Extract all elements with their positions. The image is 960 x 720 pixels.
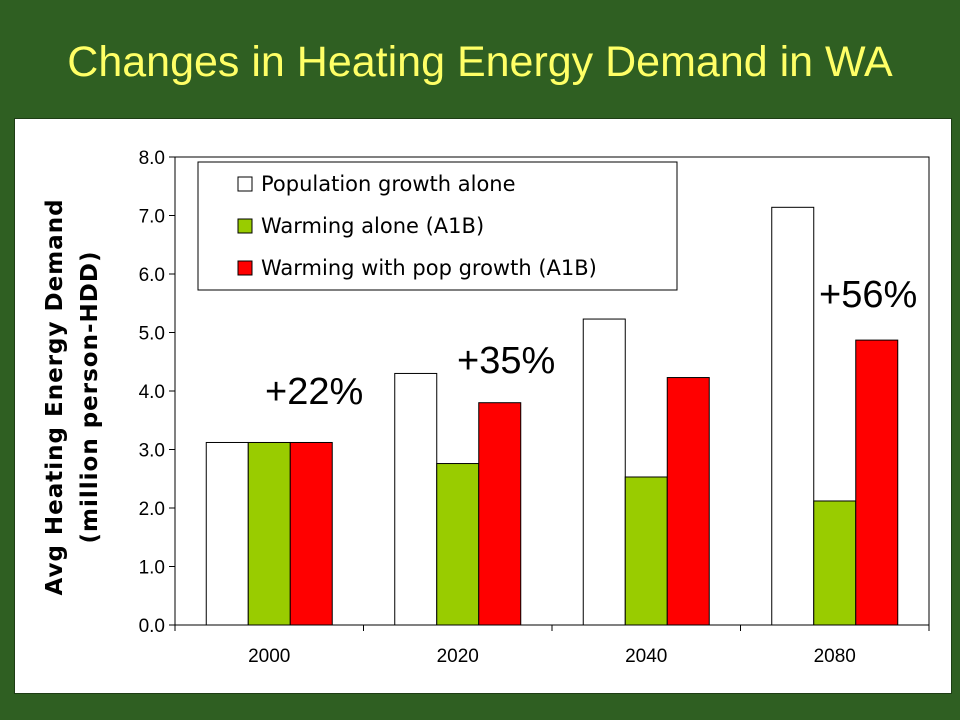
bar-2000-series-3 <box>289 441 333 626</box>
x-tick-label-2040: 2040 <box>625 646 667 667</box>
legend-label-warming: Warming alone (A1B) <box>261 214 484 238</box>
annotations-layer: +22% +35% +56% <box>265 274 917 413</box>
y-tick-label-1.0: 1.0 <box>139 558 165 579</box>
bar-2000-series-1 <box>205 441 249 626</box>
bar-2080-series-1 <box>771 206 815 626</box>
bar-2020-series-1 <box>394 372 438 626</box>
axes-layer: 2000 2020 2040 2080 0.0 1.0 2.0 3.0 4.0 5.0 6.0 7.0… <box>139 148 930 667</box>
y-tick-label-3.0: 3.0 <box>139 441 165 462</box>
legend-swatch-warming <box>237 218 253 234</box>
annotation-2080: +56% <box>819 274 917 316</box>
bar-2040-series-2 <box>624 476 668 626</box>
y-axis-label-line1: Avg Heating Energy Demand <box>42 198 68 595</box>
heating-demand-bar-chart: Avg Heating Energy Demand (million perso… <box>42 148 930 667</box>
bar-2080-series-3 <box>855 339 899 626</box>
slide-title: Changes in Heating Energy Demand in WA <box>67 38 893 86</box>
legend-label-population: Population growth alone <box>261 172 516 196</box>
legend-label-warming-pop: Warming with pop growth (A1B) <box>261 256 597 280</box>
bar-2020-series-3 <box>478 402 522 626</box>
bar-2040-series-3 <box>666 377 710 626</box>
bar-2080-series-2 <box>813 500 857 626</box>
y-tick-label-0.0: 0.0 <box>139 616 165 637</box>
bar-2000-series-2 <box>247 441 291 626</box>
legend: Population growth alone Warming alone (A… <box>197 161 678 291</box>
chart-panel: Avg Heating Energy Demand (million perso… <box>14 118 952 694</box>
y-axis-label: Avg Heating Energy Demand (million perso… <box>42 198 103 595</box>
y-tick-label-8.0: 8.0 <box>139 148 165 169</box>
bar-2040-series-1 <box>582 318 626 626</box>
legend-swatch-population <box>237 176 253 192</box>
legend-swatch-warming-pop <box>237 260 253 276</box>
legend-box <box>197 161 678 291</box>
bar-2020-series-2 <box>436 463 480 626</box>
x-tick-label-2000: 2000 <box>248 646 290 667</box>
y-tick-label-4.0: 4.0 <box>139 382 165 403</box>
x-tick-label-2020: 2020 <box>437 646 479 667</box>
bars-layer <box>205 206 899 626</box>
annotation-2020: +35% <box>457 340 555 382</box>
y-tick-label-7.0: 7.0 <box>139 207 165 228</box>
plot-frame <box>174 156 930 626</box>
y-tick-label-2.0: 2.0 <box>139 499 165 520</box>
y-tick-label-6.0: 6.0 <box>139 265 165 286</box>
annotation-2000: +22% <box>265 371 363 413</box>
x-tick-label-2080: 2080 <box>814 646 856 667</box>
y-tick-label-5.0: 5.0 <box>139 324 165 345</box>
y-axis-label-line2: (million person-HDD) <box>77 251 103 544</box>
